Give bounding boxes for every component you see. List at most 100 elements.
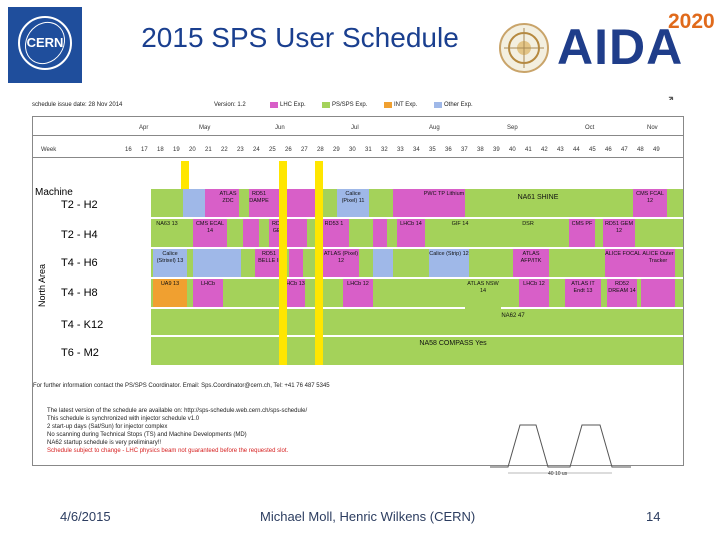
- schedule-block: Calice (Pixel) 11: [337, 189, 369, 217]
- md-column: [315, 161, 323, 365]
- schedule-block: ATLAS IT Endt 13: [565, 279, 601, 307]
- note-item: 2 start-up days (Sat/Sun) for injector c…: [47, 424, 168, 430]
- week-number: 34: [413, 147, 420, 153]
- line-label-m2: T6 - M2: [61, 347, 99, 359]
- week-number: 33: [397, 147, 404, 153]
- schedule-block: RD51 BELLE II: [255, 249, 283, 277]
- schedule-block: [243, 219, 259, 247]
- month-label: Oct: [585, 125, 595, 131]
- schedule-block: [269, 189, 319, 217]
- legend-ps-sps: PS/SPS Exp.: [332, 102, 368, 108]
- week-number: 18: [157, 147, 164, 153]
- line-label-h2: T2 - H2: [61, 199, 98, 211]
- page-number: 14: [646, 509, 661, 524]
- md-column: [181, 161, 189, 189]
- note-item: The latest version of the schedule are a…: [47, 408, 308, 414]
- divider: [33, 157, 683, 158]
- week-number: 35: [429, 147, 436, 153]
- legend-other: Other Exp.: [444, 102, 473, 108]
- schedule-grid: Apr May Jun Jul Aug Sep Oct Nov Week 16 1…: [32, 116, 684, 477]
- week-number: 49: [653, 147, 660, 153]
- line-label-h6: T4 - H6: [61, 257, 98, 269]
- week-number: 37: [461, 147, 468, 153]
- schedule-block: [289, 219, 307, 247]
- legend-lhc: LHC Exp.: [280, 102, 306, 108]
- schedule-block: RD53 1: [319, 219, 349, 247]
- beam-cycle-diagram: 40 10 us: [490, 424, 631, 477]
- schedule-block: Calice (Strip) 12: [429, 249, 469, 277]
- week-number: 29: [333, 147, 340, 153]
- legend-int: INT Exp.: [394, 102, 418, 108]
- schedule-block: NA62 47: [363, 311, 663, 333]
- week-number: 48: [637, 147, 644, 153]
- week-number: 39: [493, 147, 500, 153]
- schedule-block: [393, 189, 423, 217]
- week-number: 20: [189, 147, 196, 153]
- month-label: Aug: [429, 125, 440, 131]
- week-number: 23: [237, 147, 244, 153]
- schedule-block: LHCb 12: [343, 279, 373, 307]
- schedule-block: LHCb 12: [519, 279, 549, 307]
- week-number: 46: [605, 147, 612, 153]
- month-label: Jul: [351, 125, 359, 131]
- schedule-block: ATLAS NSW 14: [465, 279, 501, 309]
- schedule-block: RD51 DAMPE: [249, 189, 269, 217]
- schedule-block: DSR: [513, 219, 543, 247]
- week-number: 22: [221, 147, 228, 153]
- month-label: May: [199, 125, 211, 131]
- schedule-block: RD51 GEM 12: [603, 219, 635, 247]
- schedule-block: NA63 13: [153, 219, 181, 247]
- schedule-block: PWC TP Lithium: [423, 189, 465, 217]
- legend-int-swatch: [384, 102, 392, 108]
- week-number: 42: [541, 147, 548, 153]
- week-number: 19: [173, 147, 180, 153]
- schedule-block: NA61 SHINE: [493, 193, 583, 213]
- lane-h8: [151, 279, 683, 307]
- machine-label: Machine: [35, 187, 73, 198]
- schedule-block: ATLAS AFP/ITK: [513, 249, 549, 277]
- month-label: Jun: [275, 125, 285, 131]
- week-number: 43: [557, 147, 564, 153]
- month-label: Nov: [647, 125, 658, 131]
- note-item: No scanning during Technical Stops (TS) …: [47, 432, 247, 438]
- schedule-block: GIF 14: [445, 219, 475, 247]
- schedule-block: UA9 13: [153, 279, 187, 307]
- schedule-block: CMS PF: [569, 219, 595, 247]
- schedule-block: [193, 249, 241, 277]
- schedule-block: CMS ECAL 14: [193, 219, 227, 247]
- schedule-block: NA58 COMPASS Yes: [283, 339, 623, 363]
- divider: [33, 135, 683, 136]
- slide-title: 2015 SPS User Schedule: [141, 22, 459, 53]
- month-label: Sep: [507, 125, 518, 131]
- schedule-issue-date: schedule issue date: 28 Nov 2014: [32, 102, 123, 108]
- aida-logo-text: AIDA: [557, 19, 684, 75]
- cern-ring-icon: [18, 16, 72, 70]
- schedule-block: Calice (Strixel) 13: [153, 249, 187, 277]
- schedule-version: Version: 1.2: [214, 102, 246, 108]
- sps-schedule: schedule issue date: 28 Nov 2014 Version…: [32, 100, 684, 492]
- week-number: 28: [317, 147, 324, 153]
- week-number: 17: [141, 147, 148, 153]
- wave-label: 40 10 us: [548, 471, 568, 477]
- schedule-block: LHCb 14: [397, 219, 425, 247]
- schedule-block: CMS FCAL 12: [633, 189, 667, 217]
- week-number: 16: [125, 147, 132, 153]
- month-label: Apr: [139, 125, 149, 131]
- week-number: 47: [621, 147, 628, 153]
- contact-info: For further information contact the PS/S…: [33, 383, 330, 389]
- week-number: 30: [349, 147, 356, 153]
- week-number: 44: [573, 147, 580, 153]
- line-label-h4: T2 - H4: [61, 229, 98, 241]
- schedule-legend: schedule issue date: 28 Nov 2014 Version…: [32, 100, 684, 112]
- schedule-block: [641, 279, 675, 307]
- legend-lhc-swatch: [270, 102, 278, 108]
- north-area-label: North Area: [37, 263, 47, 307]
- week-number: 25: [269, 147, 276, 153]
- schedule-block: [373, 249, 393, 277]
- week-number: 38: [477, 147, 484, 153]
- schedule-block: ALICE Outer Tracker: [641, 249, 675, 277]
- note-item: This schedule is synchronized with injec…: [47, 416, 200, 422]
- week-number: 36: [445, 147, 452, 153]
- schedule-block: [183, 189, 205, 217]
- weeks-label: Week: [41, 147, 57, 153]
